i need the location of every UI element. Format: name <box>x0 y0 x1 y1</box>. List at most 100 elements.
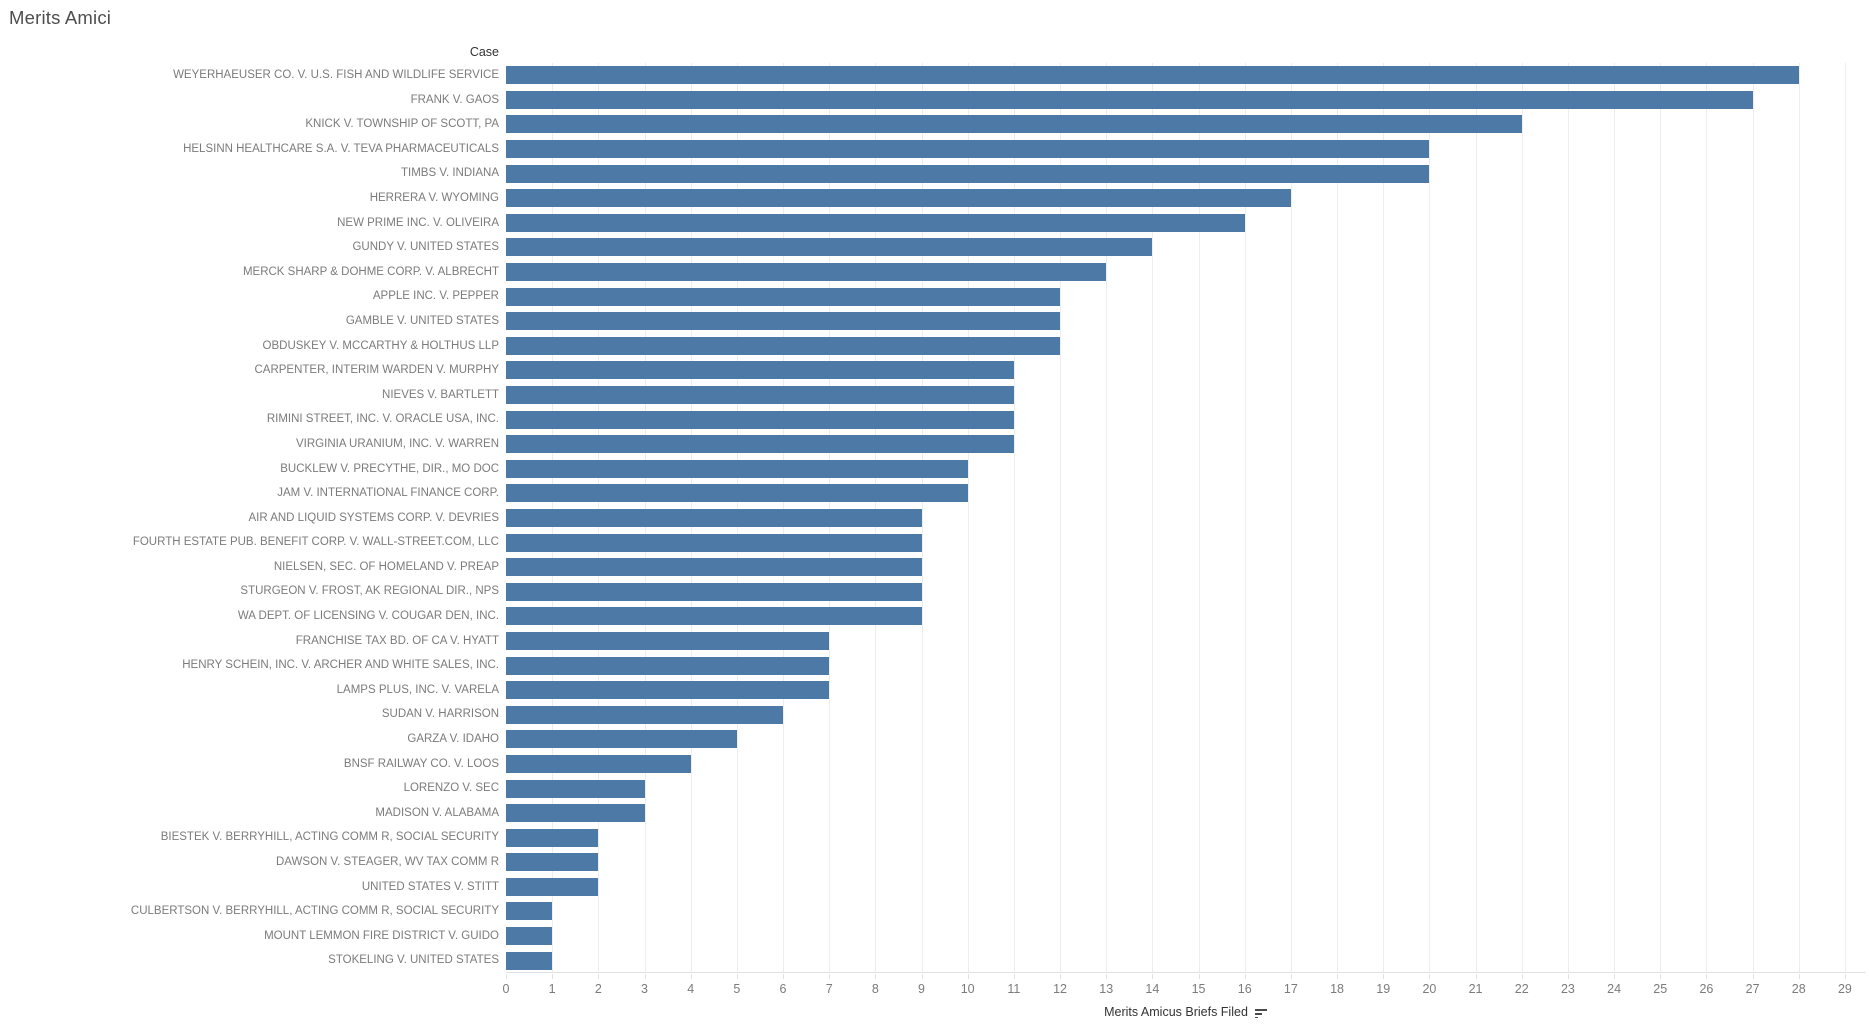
bar[interactable] <box>506 730 737 749</box>
bar[interactable] <box>506 312 1061 331</box>
case-label[interactable]: NIELSEN, SEC. OF HOMELAND V. PREAP <box>273 560 499 573</box>
bar-row <box>506 63 1866 88</box>
case-label[interactable]: STURGEON V. FROST, AK REGIONAL DIR., NPS <box>240 585 499 598</box>
x-axis-title-label[interactable]: Merits Amicus Briefs Filed <box>1104 1005 1248 1019</box>
case-label[interactable]: HELSINN HEALTHCARE S.A. V. TEVA PHARMACE… <box>183 142 499 155</box>
bar[interactable] <box>506 435 1014 454</box>
bar[interactable] <box>506 951 553 970</box>
bar-row <box>506 284 1866 309</box>
bar-row <box>506 948 1866 973</box>
case-label[interactable]: FRANK V. GAOS <box>410 93 499 106</box>
case-label[interactable]: LAMPS PLUS, INC. V. VARELA <box>336 683 499 696</box>
bar[interactable] <box>506 115 1522 134</box>
case-label[interactable]: GUNDY V. UNITED STATES <box>352 241 499 254</box>
bar[interactable] <box>506 213 1245 232</box>
case-label[interactable]: WA DEPT. OF LICENSING V. COUGAR DEN, INC… <box>237 610 499 623</box>
case-label[interactable]: MADISON V. ALABAMA <box>375 806 499 819</box>
case-label[interactable]: STOKELING V. UNITED STATES <box>328 954 499 967</box>
axis-tick-label: 23 <box>1560 982 1575 996</box>
bar[interactable] <box>506 754 691 773</box>
axis-tick <box>1475 974 1477 979</box>
bar[interactable] <box>506 238 1153 257</box>
case-label[interactable]: CULBERTSON V. BERRYHILL, ACTING COMM R, … <box>130 905 499 918</box>
gridline <box>1383 63 1385 973</box>
bar[interactable] <box>506 656 830 675</box>
bar[interactable] <box>506 484 968 503</box>
case-label[interactable]: AIR AND LIQUID SYSTEMS CORP. V. DEVRIES <box>248 511 499 524</box>
case-label[interactable]: BIESTEK V. BERRYHILL, ACTING COMM R, SOC… <box>160 831 499 844</box>
bar[interactable] <box>506 607 922 626</box>
case-column-header[interactable]: Case <box>469 45 499 59</box>
bar[interactable] <box>506 558 922 577</box>
bar[interactable] <box>506 287 1061 306</box>
bar[interactable] <box>506 459 968 478</box>
bar[interactable] <box>506 410 1014 429</box>
bar[interactable] <box>506 140 1430 159</box>
case-label[interactable]: UNITED STATES V. STITT <box>361 880 499 893</box>
bar[interactable] <box>506 189 1291 208</box>
bar[interactable] <box>506 90 1753 109</box>
bar[interactable] <box>506 66 1799 85</box>
bar[interactable] <box>506 902 553 921</box>
case-label[interactable]: NIEVES V. BARTLETT <box>382 388 499 401</box>
bar[interactable] <box>506 681 830 700</box>
bar[interactable] <box>506 927 553 946</box>
bar[interactable] <box>506 361 1014 380</box>
axis-tick <box>783 974 785 979</box>
case-label[interactable]: HERRERA V. WYOMING <box>369 191 499 204</box>
bar[interactable] <box>506 386 1014 405</box>
bar-row <box>506 161 1866 186</box>
bars-container <box>506 63 1866 972</box>
case-label[interactable]: OBDUSKEY V. MCCARTHY & HOLTHUS LLP <box>262 339 499 352</box>
case-label[interactable]: GAMBLE V. UNITED STATES <box>345 314 499 327</box>
axis-tick-label: 8 <box>871 982 879 996</box>
bar-row <box>506 801 1866 826</box>
case-label[interactable]: TIMBS V. INDIANA <box>401 167 499 180</box>
axis-tick <box>1660 974 1662 979</box>
case-label[interactable]: DAWSON V. STEAGER, WV TAX COMM R <box>276 856 499 868</box>
sort-descending-icon[interactable] <box>1254 1007 1268 1018</box>
case-label[interactable]: LORENZO V. SEC <box>403 782 499 795</box>
gridline <box>1152 63 1154 973</box>
case-label[interactable]: HENRY SCHEIN, INC. V. ARCHER AND WHITE S… <box>182 659 499 672</box>
case-label[interactable]: CARPENTER, INTERIM WARDEN V. MURPHY <box>254 364 499 377</box>
bar[interactable] <box>506 779 645 798</box>
bar[interactable] <box>506 336 1061 355</box>
axis-tick-label: 29 <box>1837 982 1852 996</box>
case-label[interactable]: APPLE INC. V. PEPPER <box>372 290 499 303</box>
case-label[interactable]: GARZA V. IDAHO <box>407 733 499 746</box>
axis-tick-label: 25 <box>1653 982 1668 996</box>
bar[interactable] <box>506 804 645 823</box>
bar[interactable] <box>506 853 599 872</box>
case-label[interactable]: SUDAN V. HARRISON <box>381 708 499 721</box>
bar[interactable] <box>506 263 1107 282</box>
bar[interactable] <box>506 164 1430 183</box>
bar[interactable] <box>506 533 922 552</box>
bar-row <box>506 407 1866 432</box>
bar[interactable] <box>506 705 784 724</box>
bar[interactable] <box>506 631 830 650</box>
bar[interactable] <box>506 582 922 601</box>
axis-tick-label: 4 <box>687 982 695 996</box>
case-label[interactable]: BNSF RAILWAY CO. V. LOOS <box>343 757 499 770</box>
bar[interactable] <box>506 828 599 847</box>
case-label[interactable]: JAM V. INTERNATIONAL FINANCE CORP. <box>277 487 499 500</box>
case-label[interactable]: FRANCHISE TAX BD. OF CA V. HYATT <box>295 634 499 647</box>
axis-tick <box>1429 974 1431 979</box>
case-label[interactable]: BUCKLEW V. PRECYTHE, DIR., MO DOC <box>280 462 499 475</box>
case-label[interactable]: RIMINI STREET, INC. V. ORACLE USA, INC. <box>266 413 499 426</box>
gridline <box>1706 63 1708 973</box>
bar[interactable] <box>506 508 922 527</box>
axis-tick <box>1013 974 1015 979</box>
case-label[interactable]: FOURTH ESTATE PUB. BENEFIT CORP. V. WALL… <box>132 536 499 549</box>
case-label[interactable]: WEYERHAEUSER CO. V. U.S. FISH AND WILDLI… <box>173 69 499 81</box>
case-label[interactable]: NEW PRIME INC. V. OLIVEIRA <box>337 216 499 229</box>
bar-row <box>506 924 1866 949</box>
bar[interactable] <box>506 877 599 896</box>
bar-row <box>506 481 1866 506</box>
axis-tick-label: 18 <box>1330 982 1344 996</box>
case-label[interactable]: KNICK V. TOWNSHIP OF SCOTT, PA <box>305 118 499 131</box>
case-label[interactable]: VIRGINIA URANIUM, INC. V. WARREN <box>296 437 499 450</box>
case-label[interactable]: MOUNT LEMMON FIRE DISTRICT V. GUIDO <box>264 929 499 942</box>
case-label[interactable]: MERCK SHARP & DOHME CORP. V. ALBRECHT <box>242 265 499 278</box>
